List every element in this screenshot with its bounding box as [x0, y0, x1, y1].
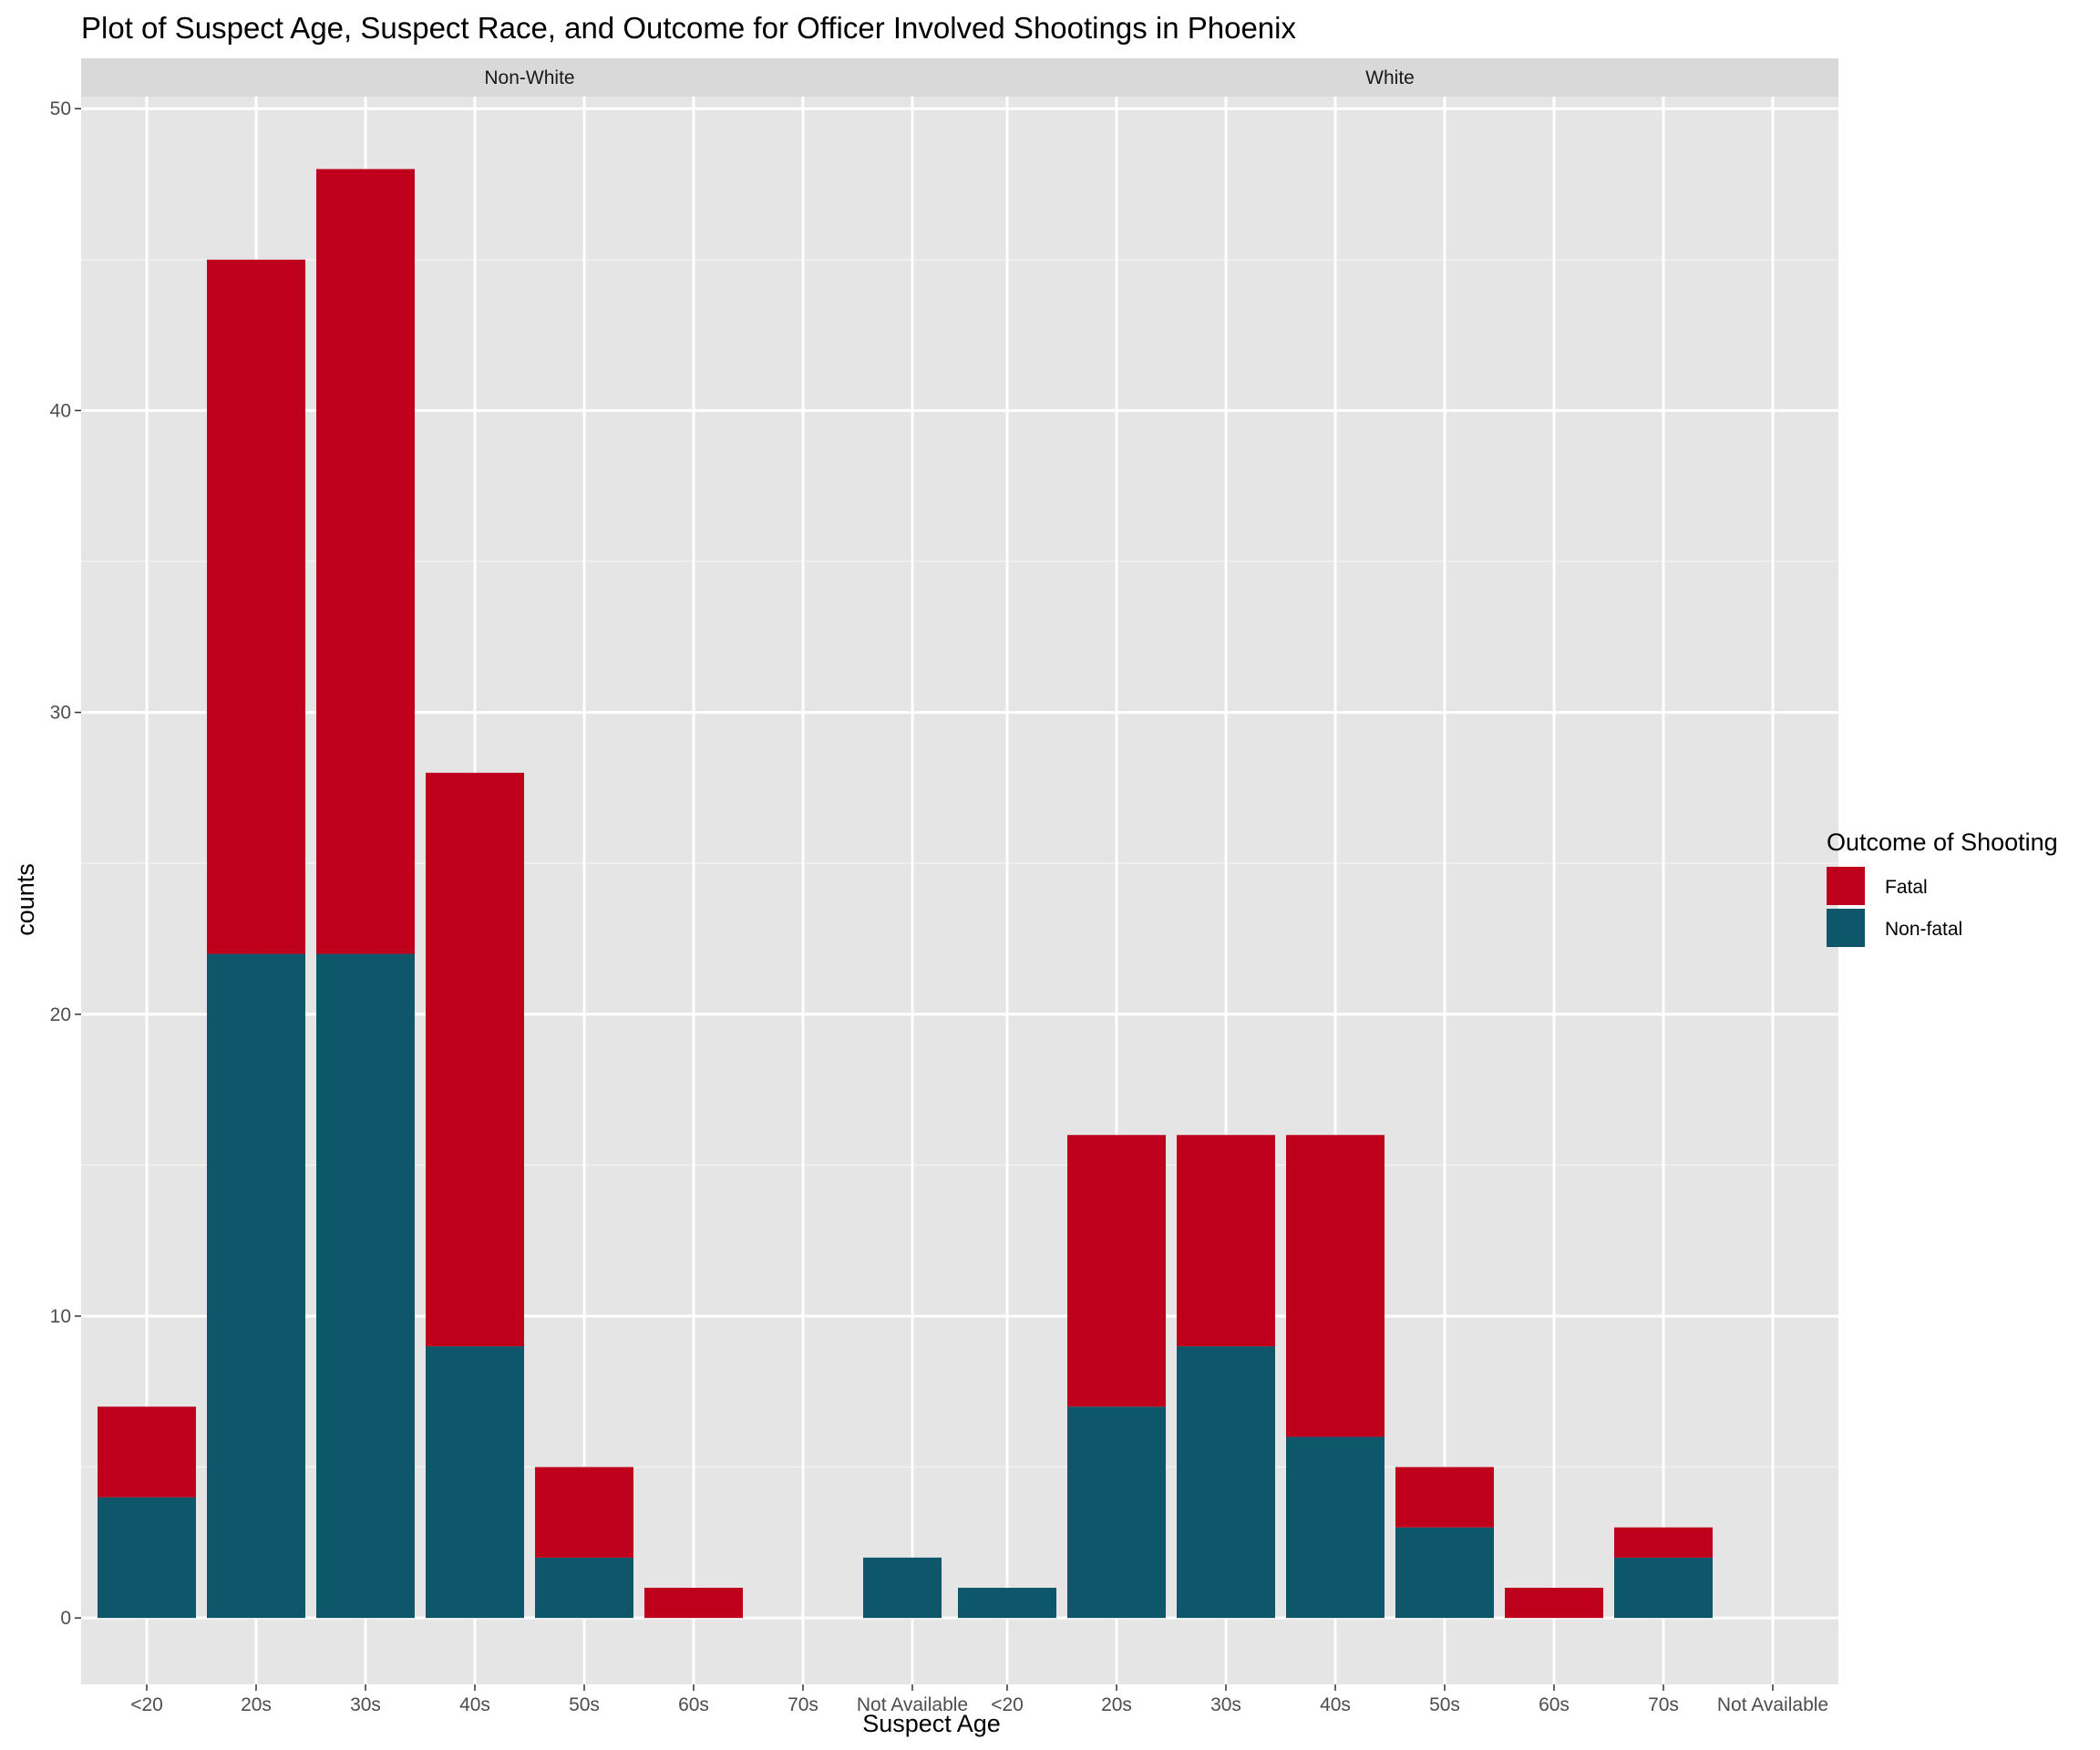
- bar-non-white-50s-non-fatal: [535, 1557, 633, 1619]
- bar-white-40s-fatal: [1286, 1135, 1385, 1437]
- x-tick-label: Not Available: [1717, 1694, 1828, 1715]
- y-tick-label: 30: [50, 703, 71, 724]
- bar-white-70s-non-fatal: [1614, 1557, 1713, 1619]
- bar-white-lt20-non-fatal: [958, 1588, 1056, 1619]
- x-tick-label: 30s: [1210, 1694, 1241, 1715]
- x-tick-label: 20s: [1101, 1694, 1132, 1715]
- facet-strip: [942, 58, 1838, 97]
- legend-key-fatal: [1827, 867, 1865, 905]
- panel-white: White: [942, 58, 1838, 1684]
- legend-label-fatal: Fatal: [1885, 877, 1928, 898]
- x-tick-label: 50s: [569, 1694, 600, 1715]
- x-tick-label: 60s: [678, 1694, 709, 1715]
- bar-white-40s-non-fatal: [1286, 1436, 1385, 1619]
- x-tick-label: <20: [991, 1694, 1024, 1715]
- bar-non-white-50s-fatal: [535, 1467, 633, 1558]
- x-tick-label: 20s: [241, 1694, 272, 1715]
- bar-white-50s-non-fatal: [1395, 1527, 1494, 1619]
- x-tick-label: 40s: [459, 1694, 490, 1715]
- bar-non-white-30s-non-fatal: [316, 953, 415, 1619]
- bar-non-white-20s-fatal: [207, 259, 305, 954]
- chart-title: Plot of Suspect Age, Suspect Race, and O…: [81, 11, 1296, 45]
- legend-label-non-fatal: Non-fatal: [1885, 919, 1962, 940]
- facet-strip: [81, 58, 978, 97]
- x-tick-label: Not Available: [857, 1694, 968, 1715]
- y-tick-label: 20: [50, 1004, 71, 1025]
- bar-white-20s-non-fatal: [1067, 1406, 1166, 1619]
- panel-non-white: Non-White: [81, 58, 978, 1684]
- x-tick-label: 30s: [350, 1694, 381, 1715]
- bar-non-white-lt20-fatal: [98, 1406, 196, 1498]
- x-tick-label: 70s: [1648, 1694, 1679, 1715]
- bar-white-20s-fatal: [1067, 1135, 1166, 1407]
- bar-non-white-60s-fatal: [644, 1588, 743, 1619]
- x-tick-label: 70s: [788, 1694, 818, 1715]
- bar-non-white-20s-non-fatal: [207, 953, 305, 1619]
- x-tick-label: 40s: [1320, 1694, 1351, 1715]
- y-tick-label: 0: [60, 1608, 71, 1629]
- legend-title: Outcome of Shooting: [1827, 829, 2058, 856]
- y-tick-label: 40: [50, 400, 71, 421]
- facet-strip-label: White: [1365, 67, 1415, 88]
- y-axis: 0 10 20 30 40 50: [50, 98, 81, 1629]
- bar-non-white-40s-fatal: [426, 772, 524, 1347]
- bar-non-white-40s-non-fatal: [426, 1346, 524, 1619]
- facet-strip-label: Non-White: [484, 67, 574, 88]
- bar-white-30s-non-fatal: [1177, 1346, 1275, 1619]
- bar-non-white-30s-fatal: [316, 169, 415, 954]
- bar-white-50s-fatal: [1395, 1467, 1494, 1528]
- legend-key-non-fatal: [1827, 909, 1865, 947]
- legend: Outcome of Shooting Fatal Non-fatal: [1827, 829, 2058, 947]
- x-axis: <20 20s 30s 40s 50s 60s 70s Not Available <20 20s…: [130, 1684, 1828, 1715]
- y-tick-label: 10: [50, 1306, 71, 1327]
- bar-white-60s-fatal: [1505, 1588, 1603, 1619]
- facet-panels: Non-White White: [81, 58, 1838, 1684]
- bar-non-white-lt20-non-fatal: [98, 1497, 196, 1619]
- y-tick-label: 50: [50, 98, 71, 119]
- y-axis-title: counts: [12, 863, 39, 936]
- x-tick-label: 60s: [1539, 1694, 1570, 1715]
- bar-white-70s-fatal: [1614, 1527, 1713, 1558]
- x-axis-title: Suspect Age: [862, 1710, 1001, 1737]
- bar-white-30s-fatal: [1177, 1135, 1275, 1347]
- x-tick-label: 50s: [1429, 1694, 1460, 1715]
- x-tick-label: <20: [130, 1694, 163, 1715]
